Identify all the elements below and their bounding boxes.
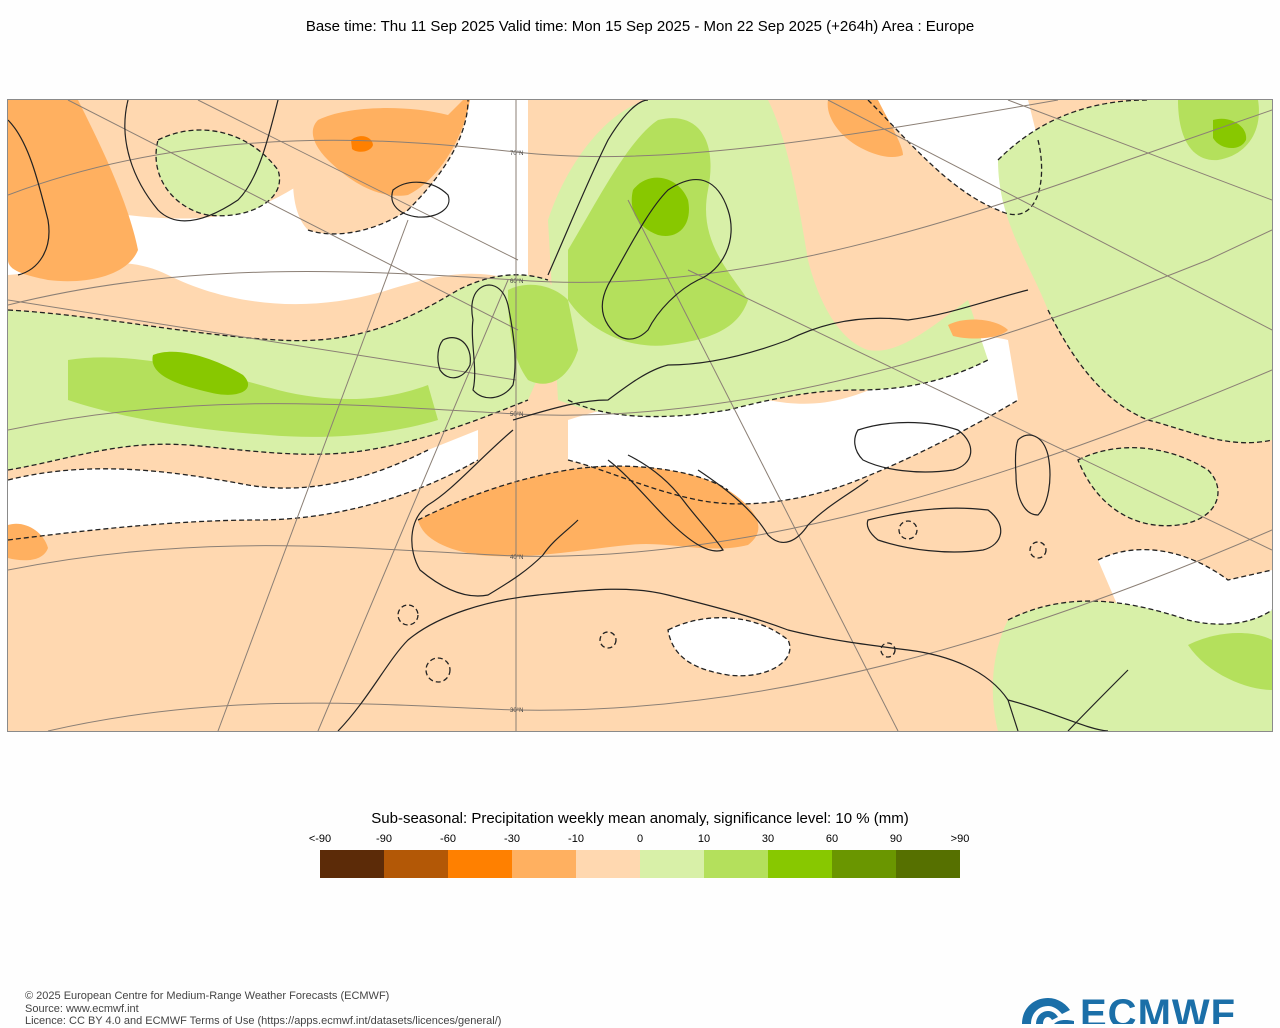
mid-green-region-atlantic — [68, 357, 438, 437]
coastlines — [8, 100, 1129, 731]
legend-labels: <-90 -90 -60 -30 -10 0 10 30 60 90 >90 — [309, 833, 970, 847]
legend-label: 60 — [825, 833, 839, 845]
bright-green-core-scandinavia — [631, 177, 689, 236]
mid-orange-region-russia — [948, 319, 1008, 339]
legend-swatch — [448, 850, 512, 878]
legend-swatch — [576, 850, 640, 878]
mid-orange-region-southwest — [8, 523, 48, 561]
source-line: Source: www.ecmwf.int — [25, 1002, 139, 1015]
latitude-labels: 70°N 60°N 50°N 40°N 30°N — [510, 151, 523, 714]
legend-label: -60 — [440, 833, 456, 845]
mid-orange-region-iceland — [312, 100, 470, 196]
ecmwf-logo-text: ECMWF — [1080, 994, 1237, 1024]
legend-title: Sub-seasonal: Precipitation weekly mean … — [371, 810, 909, 827]
mid-green-region-north-sea — [508, 284, 578, 384]
map-canvas: 70°N 60°N 50°N 40°N 30°N — [8, 100, 1272, 731]
legend-label: 30 — [761, 833, 775, 845]
lat-label-70: 70°N — [510, 151, 523, 157]
legend-label: -30 — [504, 833, 520, 845]
white-region-mid-atlantic — [8, 430, 478, 540]
legend-color-bar — [320, 850, 960, 878]
legend-label: 10 — [697, 833, 711, 845]
white-region-east — [868, 100, 1042, 215]
bright-green-core-atlantic — [152, 351, 249, 395]
mid-orange-region-northwest — [8, 100, 138, 282]
map-title: Base time: Thu 11 Sep 2025 Valid time: M… — [305, 18, 975, 35]
legend-label: 0 — [636, 833, 644, 845]
white-region-north-africa — [668, 617, 790, 676]
graticule — [8, 100, 1272, 731]
significance-contours — [8, 100, 1272, 683]
legend-swatch — [832, 850, 896, 878]
ecmwf-logo-mark-icon — [1022, 998, 1074, 1024]
ecmwf-logo: ECMWF — [1018, 994, 1258, 1024]
legend-label: >90 — [950, 833, 970, 845]
licence-line: Licence: CC BY 4.0 and ECMWF Terms of Us… — [25, 1015, 502, 1027]
legend-swatch — [384, 850, 448, 878]
lat-label-40: 40°N — [510, 555, 523, 561]
legend-label: 90 — [889, 833, 903, 845]
green-region-greenland-east — [156, 130, 280, 216]
mid-green-region-southeast — [1188, 633, 1272, 690]
lat-label-30: 30°N — [510, 708, 523, 714]
legend-swatch — [704, 850, 768, 878]
legend-swatch — [896, 850, 960, 878]
legend-label: -90 — [376, 833, 392, 845]
copyright-line: © 2025 European Centre for Medium-Range … — [25, 990, 390, 1002]
legend-label: <-90 — [308, 833, 332, 845]
green-region-eastern-europe — [1078, 447, 1218, 526]
mid-orange-region-northeast — [827, 100, 903, 158]
precipitation-anomaly-map: 70°N 60°N 50°N 40°N 30°N — [7, 99, 1273, 732]
bright-green-core-northeast — [1213, 118, 1247, 149]
legend-label: -10 — [568, 833, 584, 845]
legend-swatch — [320, 850, 384, 878]
copyright-footer: © 2025 European Centre for Medium-Range … — [25, 990, 501, 1028]
green-region-northeast — [998, 100, 1272, 443]
lat-label-60: 60°N — [510, 279, 523, 285]
legend-swatch — [640, 850, 704, 878]
legend-swatch — [512, 850, 576, 878]
lat-label-50: 50°N — [510, 412, 523, 418]
legend-swatch — [768, 850, 832, 878]
green-region-far-east — [992, 601, 1272, 731]
